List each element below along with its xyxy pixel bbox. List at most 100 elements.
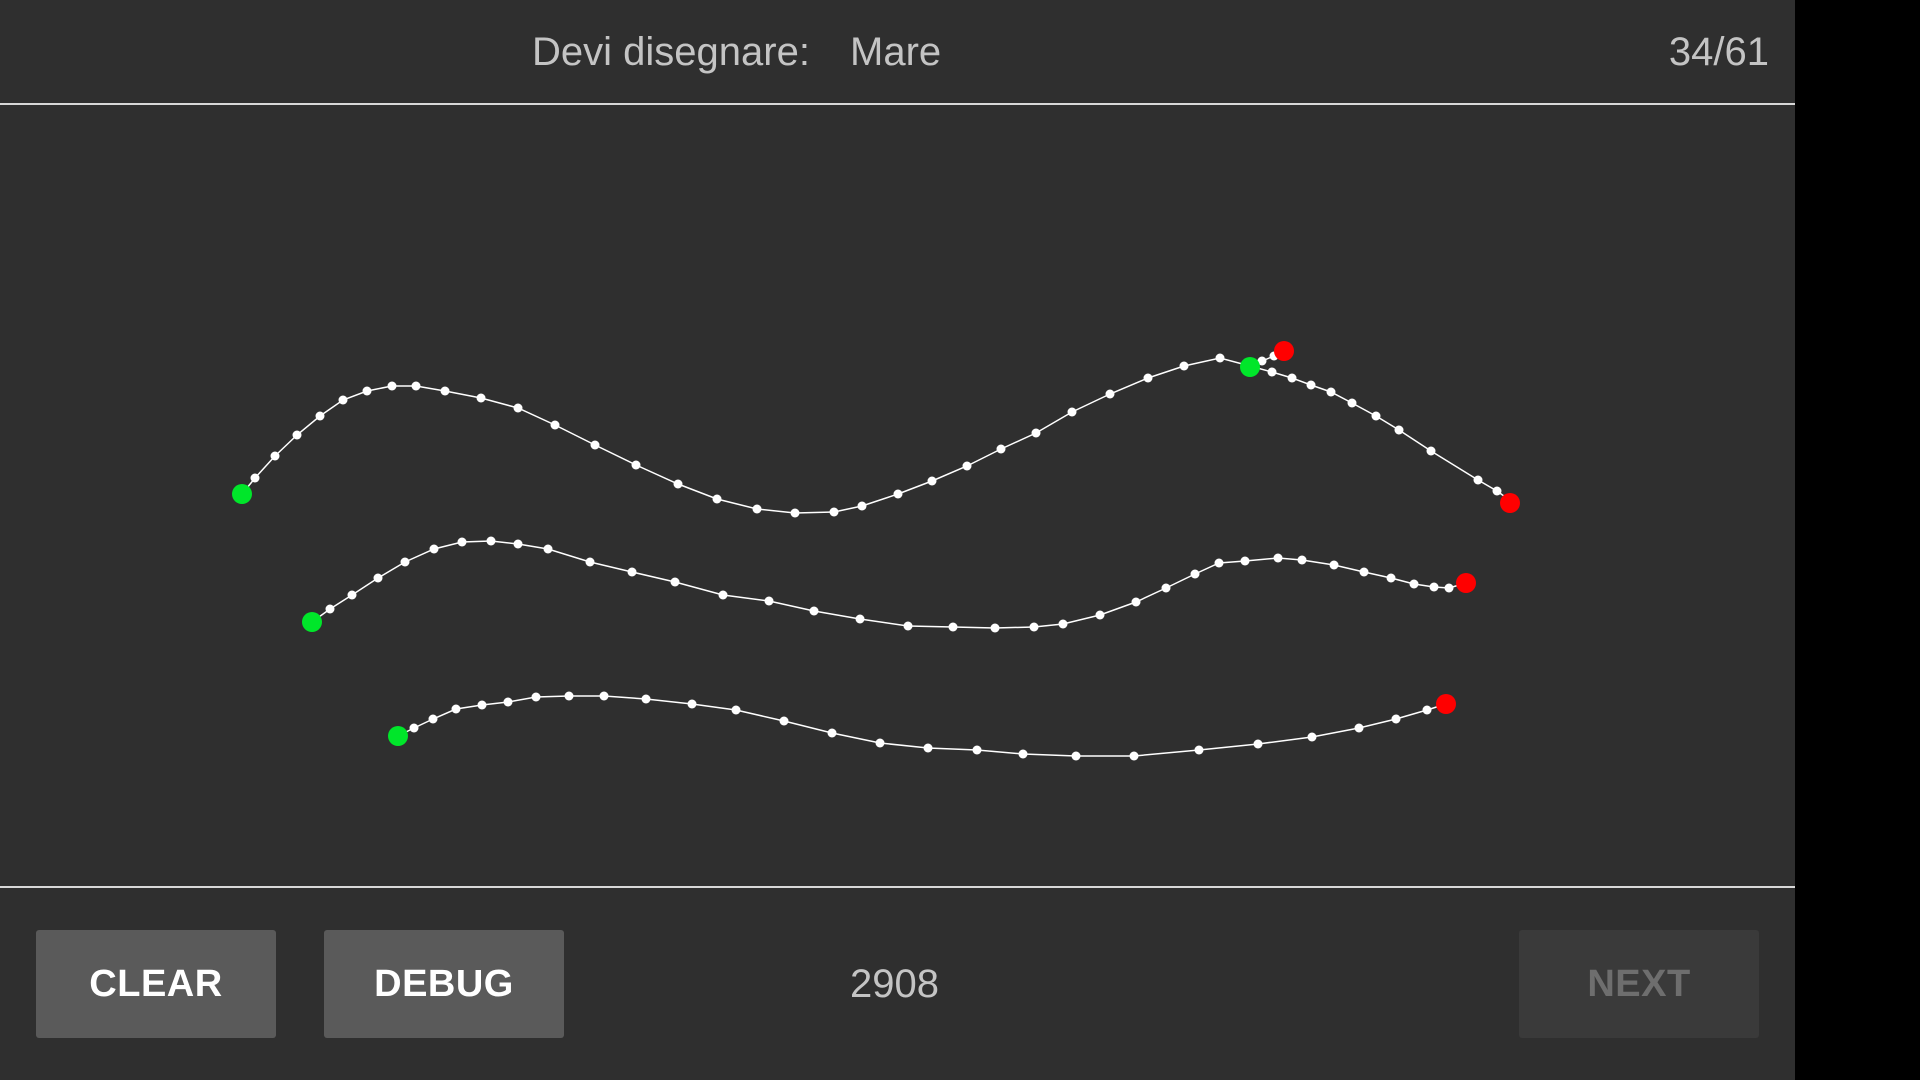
sample-point	[585, 557, 595, 567]
sample-point	[990, 623, 1000, 633]
sample-point	[927, 476, 937, 486]
sample-point	[411, 381, 421, 391]
sample-point	[1473, 475, 1483, 485]
progress-counter: 34/61	[1668, 30, 1769, 74]
stroke-start-point	[302, 612, 322, 632]
sample-point	[315, 411, 325, 421]
sample-point	[1143, 373, 1153, 383]
sample-point	[1029, 622, 1039, 632]
app-screen: Devi disegnare: Mare 34/61 CLEAR DEBUG 2…	[0, 0, 1795, 1080]
sample-point	[1071, 751, 1081, 761]
sample-point	[1095, 610, 1105, 620]
sample-point	[631, 460, 641, 470]
sample-point	[1287, 373, 1297, 383]
sample-point	[1215, 353, 1225, 363]
sample-point	[1371, 411, 1381, 421]
sample-point	[809, 606, 819, 616]
sample-point	[790, 508, 800, 518]
sample-point	[827, 728, 837, 738]
sample-point	[1214, 558, 1224, 568]
sample-point	[855, 614, 865, 624]
sample-point	[718, 590, 728, 600]
sample-point	[543, 544, 553, 554]
sample-point	[923, 743, 933, 753]
sample-point	[1394, 425, 1404, 435]
sample-point	[1354, 723, 1364, 733]
sample-point	[1194, 745, 1204, 755]
sample-point	[1129, 751, 1139, 761]
debug-button[interactable]: DEBUG	[324, 930, 564, 1038]
sample-point	[1031, 428, 1041, 438]
sample-point	[1386, 573, 1396, 583]
stroke-end-point	[1456, 573, 1476, 593]
sample-point	[893, 489, 903, 499]
sample-point	[1058, 619, 1068, 629]
sample-point	[564, 691, 574, 701]
header-bar: Devi disegnare: Mare 34/61	[0, 0, 1795, 105]
sample-point	[779, 716, 789, 726]
stroke-start-point	[232, 484, 252, 504]
drawing-surface[interactable]	[0, 106, 1795, 886]
sample-point	[347, 590, 357, 600]
sample-point	[477, 700, 487, 710]
sample-point	[457, 537, 467, 547]
sample-point	[673, 479, 683, 489]
sample-point	[1267, 367, 1277, 377]
sample-point	[712, 494, 722, 504]
sample-point	[1422, 705, 1432, 715]
sample-point	[764, 596, 774, 606]
stroke-end-point	[1500, 493, 1520, 513]
sample-point	[362, 386, 372, 396]
sample-point	[476, 393, 486, 403]
sample-point	[1105, 389, 1115, 399]
prompt-word: Mare	[850, 30, 942, 74]
sample-point	[292, 430, 302, 440]
stroke-3	[302, 536, 1476, 633]
sample-point	[996, 444, 1006, 454]
sample-point	[857, 501, 867, 511]
sample-point	[250, 473, 260, 483]
sample-point	[599, 691, 609, 701]
sample-point	[1426, 446, 1436, 456]
sample-point	[387, 381, 397, 391]
sample-point	[1018, 749, 1028, 759]
sample-point	[590, 440, 600, 450]
sample-point	[1273, 553, 1283, 563]
sample-point	[641, 694, 651, 704]
stroke-2	[1240, 341, 1294, 377]
bottom-toolbar: CLEAR DEBUG 2908 NEXT	[0, 886, 1795, 1080]
stroke-line	[311, 540, 1467, 629]
sample-point	[550, 420, 560, 430]
sample-point	[627, 567, 637, 577]
sample-point	[440, 386, 450, 396]
sample-point	[1257, 356, 1267, 366]
sample-point	[1190, 569, 1200, 579]
sample-point	[687, 699, 697, 709]
sample-point	[1307, 732, 1317, 742]
sample-point	[1409, 579, 1419, 589]
sample-point	[875, 738, 885, 748]
sample-point	[428, 714, 438, 724]
sample-point	[948, 622, 958, 632]
sample-point	[752, 504, 762, 514]
sample-point	[1131, 597, 1141, 607]
sample-point	[1326, 387, 1336, 397]
next-button[interactable]: NEXT	[1519, 930, 1759, 1038]
sample-point	[338, 395, 348, 405]
sample-point	[531, 692, 541, 702]
sample-point	[962, 461, 972, 471]
sample-point	[1067, 407, 1077, 417]
sample-point	[1253, 739, 1263, 749]
sample-point	[373, 573, 383, 583]
sample-point	[829, 507, 839, 517]
stroke-line	[397, 695, 1447, 757]
clear-button[interactable]: CLEAR	[36, 930, 276, 1038]
sample-point	[429, 544, 439, 554]
sample-point	[972, 745, 982, 755]
sample-point	[1444, 583, 1454, 593]
sample-point	[731, 705, 741, 715]
stroke-end-point	[1274, 341, 1294, 361]
sample-point	[1429, 582, 1439, 592]
sample-point	[1391, 714, 1401, 724]
drawing-canvas[interactable]	[0, 106, 1795, 886]
